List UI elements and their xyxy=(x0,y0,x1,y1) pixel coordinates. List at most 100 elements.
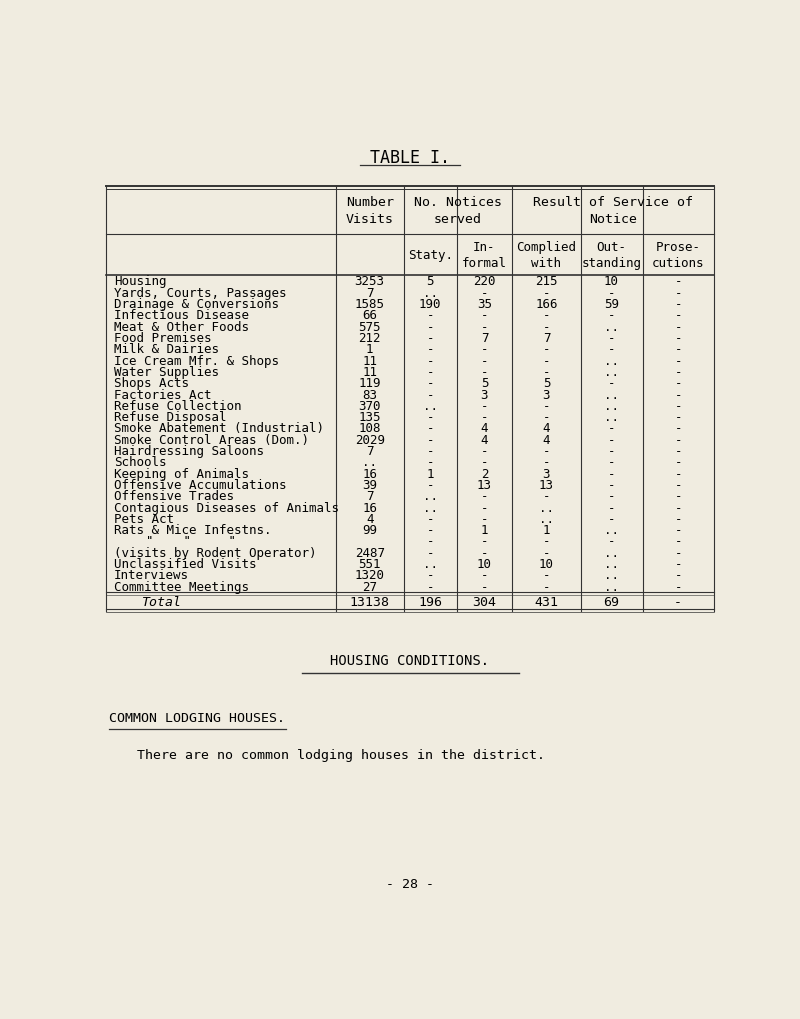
Text: 39: 39 xyxy=(362,479,378,491)
Text: 35: 35 xyxy=(477,298,492,311)
Text: ..: .. xyxy=(422,501,438,514)
Text: 3253: 3253 xyxy=(354,275,385,288)
Text: -: - xyxy=(674,501,682,514)
Text: TABLE I.: TABLE I. xyxy=(370,149,450,167)
Text: 11: 11 xyxy=(362,355,378,367)
Text: (visits by Rodent Operator): (visits by Rodent Operator) xyxy=(114,546,316,559)
Text: 99: 99 xyxy=(362,524,378,537)
Text: Shops Acts: Shops Acts xyxy=(114,377,189,390)
Text: ..: .. xyxy=(604,580,619,593)
Text: -: - xyxy=(542,366,550,378)
Text: ..: .. xyxy=(422,490,438,502)
Text: -: - xyxy=(426,388,434,401)
Text: 3: 3 xyxy=(542,388,550,401)
Text: 304: 304 xyxy=(472,596,496,609)
Text: -: - xyxy=(674,524,682,537)
Text: Total: Total xyxy=(142,596,182,609)
Text: -: - xyxy=(481,355,488,367)
Text: 166: 166 xyxy=(535,298,558,311)
Text: -: - xyxy=(674,455,682,469)
Text: 7: 7 xyxy=(366,490,374,502)
Text: Result of Service of
Notice: Result of Service of Notice xyxy=(533,196,693,226)
Text: Contagious Diseases of Animals: Contagious Diseases of Animals xyxy=(114,501,338,514)
Text: ..: .. xyxy=(604,388,619,401)
Text: Smoke Control Areas (Dom.): Smoke Control Areas (Dom.) xyxy=(114,433,309,446)
Text: -: - xyxy=(608,422,615,435)
Text: 5: 5 xyxy=(542,377,550,390)
Text: 13: 13 xyxy=(477,479,492,491)
Text: ..: .. xyxy=(362,455,378,469)
Text: 212: 212 xyxy=(358,332,381,344)
Text: -: - xyxy=(674,275,682,288)
Text: -: - xyxy=(674,535,682,548)
Text: -: - xyxy=(608,513,615,526)
Text: 1: 1 xyxy=(366,343,374,356)
Text: -: - xyxy=(542,355,550,367)
Text: -: - xyxy=(481,309,488,322)
Text: Complied
with: Complied with xyxy=(517,242,576,270)
Text: Drainage & Conversions: Drainage & Conversions xyxy=(114,298,278,311)
Text: -: - xyxy=(426,377,434,390)
Text: Water Supplies: Water Supplies xyxy=(114,366,218,378)
Text: ..: .. xyxy=(604,546,619,559)
Text: -: - xyxy=(674,490,682,502)
Text: Yards, Courts, Passages: Yards, Courts, Passages xyxy=(114,286,286,300)
Text: 4: 4 xyxy=(542,433,550,446)
Text: -: - xyxy=(674,320,682,333)
Text: There are no common lodging houses in the district.: There are no common lodging houses in th… xyxy=(138,749,546,761)
Text: Out-
standing: Out- standing xyxy=(582,242,642,270)
Text: -: - xyxy=(481,286,488,300)
Text: ..: .. xyxy=(422,399,438,413)
Text: -: - xyxy=(674,422,682,435)
Text: -: - xyxy=(542,411,550,424)
Text: "    "     ": " " " xyxy=(131,535,236,548)
Text: ..: .. xyxy=(422,286,438,300)
Text: -: - xyxy=(674,546,682,559)
Text: -: - xyxy=(542,580,550,593)
Text: ..: .. xyxy=(422,557,438,571)
Text: 10: 10 xyxy=(604,275,619,288)
Text: ..: .. xyxy=(604,355,619,367)
Text: -: - xyxy=(542,569,550,582)
Text: 5: 5 xyxy=(426,275,434,288)
Text: 10: 10 xyxy=(477,557,492,571)
Text: Infectious Disease: Infectious Disease xyxy=(114,309,249,322)
Text: Prose-
cutions: Prose- cutions xyxy=(652,242,704,270)
Text: -: - xyxy=(674,298,682,311)
Text: -: - xyxy=(542,455,550,469)
Text: -: - xyxy=(608,444,615,458)
Text: -: - xyxy=(426,320,434,333)
Text: ..: .. xyxy=(604,569,619,582)
Text: 16: 16 xyxy=(362,467,378,480)
Text: 69: 69 xyxy=(603,596,619,609)
Text: Milk & Dairies: Milk & Dairies xyxy=(114,343,218,356)
Text: 3: 3 xyxy=(542,467,550,480)
Text: 108: 108 xyxy=(358,422,381,435)
Text: -: - xyxy=(542,320,550,333)
Text: 4: 4 xyxy=(481,422,488,435)
Text: -: - xyxy=(426,546,434,559)
Text: -: - xyxy=(542,444,550,458)
Text: -: - xyxy=(481,546,488,559)
Text: -: - xyxy=(674,467,682,480)
Text: 1320: 1320 xyxy=(354,569,385,582)
Text: 119: 119 xyxy=(358,377,381,390)
Text: Unclassified Visits: Unclassified Visits xyxy=(114,557,256,571)
Text: -: - xyxy=(608,490,615,502)
Text: -: - xyxy=(608,467,615,480)
Text: 1: 1 xyxy=(481,524,488,537)
Text: 4: 4 xyxy=(366,513,374,526)
Text: -: - xyxy=(674,399,682,413)
Text: -: - xyxy=(674,433,682,446)
Text: -: - xyxy=(426,569,434,582)
Text: Interviews: Interviews xyxy=(114,569,189,582)
Text: Ice Cream Mfr. & Shops: Ice Cream Mfr. & Shops xyxy=(114,355,278,367)
Text: -: - xyxy=(608,479,615,491)
Text: -: - xyxy=(674,411,682,424)
Text: Number
Visits: Number Visits xyxy=(346,196,394,226)
Text: - 28 -: - 28 - xyxy=(386,876,434,890)
Text: 5: 5 xyxy=(481,377,488,390)
Text: -: - xyxy=(542,286,550,300)
Text: -: - xyxy=(674,286,682,300)
Text: -: - xyxy=(542,490,550,502)
